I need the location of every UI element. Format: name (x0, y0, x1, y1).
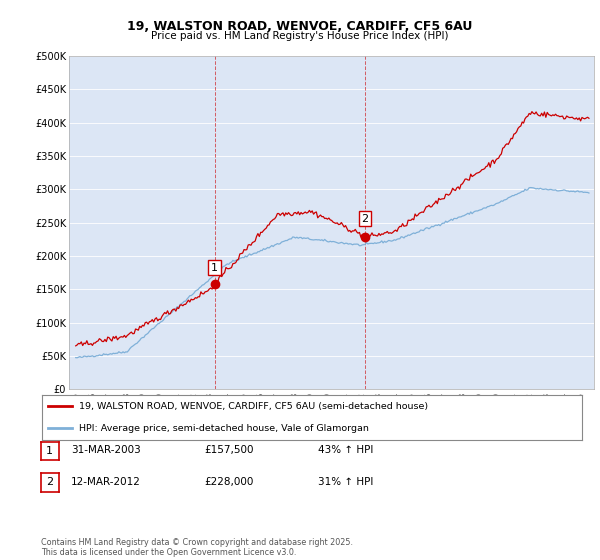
Text: £157,500: £157,500 (204, 445, 254, 455)
Text: 19, WALSTON ROAD, WENVOE, CARDIFF, CF5 6AU (semi-detached house): 19, WALSTON ROAD, WENVOE, CARDIFF, CF5 6… (79, 402, 428, 410)
Text: 43% ↑ HPI: 43% ↑ HPI (318, 445, 373, 455)
Text: 1: 1 (46, 446, 53, 456)
Text: 31% ↑ HPI: 31% ↑ HPI (318, 477, 373, 487)
Text: Contains HM Land Registry data © Crown copyright and database right 2025.
This d: Contains HM Land Registry data © Crown c… (41, 538, 353, 557)
Text: 12-MAR-2012: 12-MAR-2012 (71, 477, 140, 487)
Text: 2: 2 (362, 213, 369, 223)
Text: 19, WALSTON ROAD, WENVOE, CARDIFF, CF5 6AU: 19, WALSTON ROAD, WENVOE, CARDIFF, CF5 6… (127, 20, 473, 32)
Text: 31-MAR-2003: 31-MAR-2003 (71, 445, 140, 455)
Text: 1: 1 (211, 263, 218, 273)
Text: 2: 2 (46, 478, 53, 487)
Text: Price paid vs. HM Land Registry's House Price Index (HPI): Price paid vs. HM Land Registry's House … (151, 31, 449, 41)
Text: HPI: Average price, semi-detached house, Vale of Glamorgan: HPI: Average price, semi-detached house,… (79, 424, 368, 433)
Text: £228,000: £228,000 (204, 477, 253, 487)
